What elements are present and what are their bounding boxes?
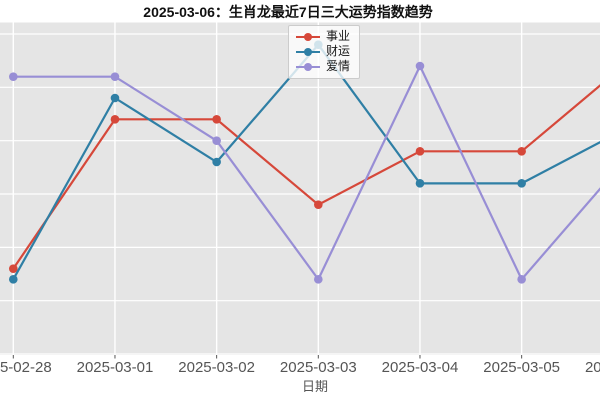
legend-item-label: 财运 <box>326 44 351 58</box>
data-point-dot <box>212 136 221 145</box>
data-point-dot <box>212 115 221 124</box>
data-point-dot <box>212 157 221 167</box>
legend-item-label: 爱情 <box>326 59 351 73</box>
data-point-dot <box>9 264 18 273</box>
legend-item-事业: 事业 <box>295 29 350 44</box>
legend-marker-icon <box>296 62 320 71</box>
legend-item-label: 事业 <box>326 29 351 43</box>
data-point-dot <box>415 147 425 156</box>
legend: 事业 财运 爱情 <box>288 25 361 79</box>
legend-marker-icon <box>296 47 320 56</box>
data-point-dot <box>110 115 120 124</box>
data-point-dot <box>415 61 425 71</box>
legend-marker-icon <box>296 32 320 41</box>
data-point-dot <box>517 179 526 188</box>
data-point-dot <box>314 200 323 209</box>
data-point-dot <box>415 179 425 188</box>
data-point-dot <box>314 275 323 284</box>
data-point-dot <box>110 72 120 81</box>
data-point-dot <box>110 93 120 103</box>
data-point-dot <box>9 72 18 81</box>
data-point-dot <box>9 275 18 284</box>
legend-item-爱情: 爱情 <box>295 59 350 74</box>
data-point-dot <box>517 147 526 156</box>
legend-item-财运: 财运 <box>295 44 350 59</box>
data-point-dot <box>517 275 526 284</box>
page-title: 2025-03-06：生肖龙最近7日三大运势指数趋势 <box>143 4 433 20</box>
